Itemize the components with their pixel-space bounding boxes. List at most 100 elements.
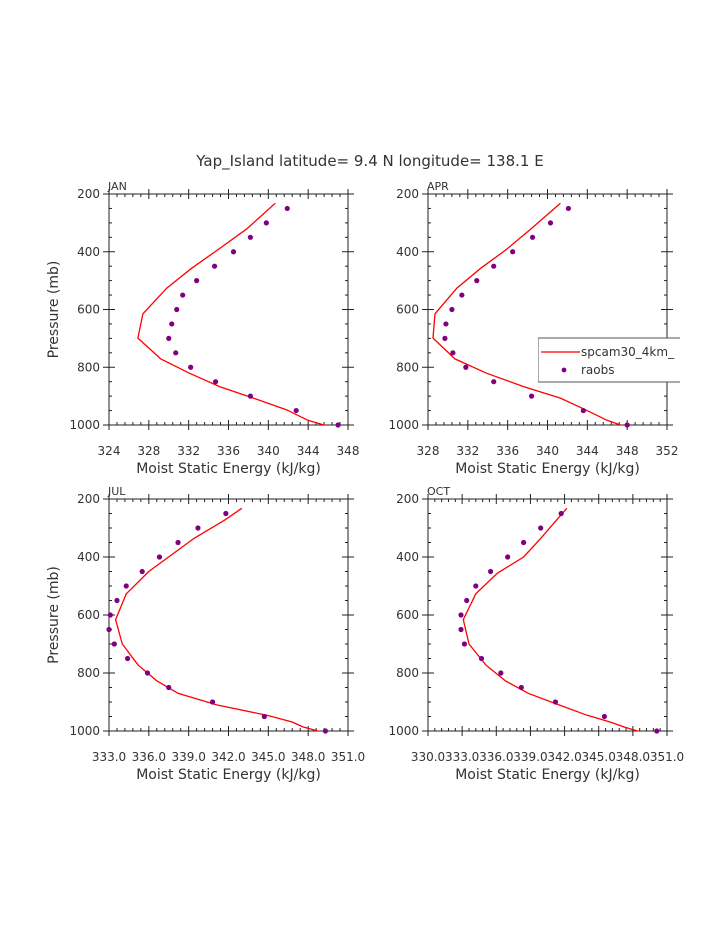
x-tick-label: 332 <box>456 444 479 458</box>
obs-marker <box>473 583 479 589</box>
obs-marker <box>261 713 267 720</box>
x-tick-label: 345.0 <box>251 750 285 764</box>
x-tick-label: 351.0 <box>650 750 684 764</box>
x-tick-label: 339.0 <box>513 750 547 764</box>
x-tick-label: 336.0 <box>132 750 166 764</box>
obs-marker <box>443 321 449 327</box>
x-tick-label: 342.0 <box>211 750 245 764</box>
obs-marker <box>124 655 131 662</box>
figure-title: Yap_Island latitude= 9.4 N longitude= 13… <box>195 152 543 171</box>
obs-marker <box>580 407 586 414</box>
series-line-model <box>137 202 327 425</box>
obs-marker <box>474 278 480 284</box>
plot-area <box>137 202 327 425</box>
obs-marker <box>461 641 468 647</box>
obs-marker <box>449 306 455 313</box>
obs-marker <box>284 205 290 212</box>
legend-marker-swatch <box>561 367 567 373</box>
x-tick-label: 336.0 <box>479 750 513 764</box>
y-tick-label: 400 <box>77 245 100 259</box>
x-tick-label: 345.0 <box>582 750 616 764</box>
y-tick-label: 800 <box>396 360 419 374</box>
x-tick-label: 348.0 <box>291 750 325 764</box>
y-tick-label: 200 <box>396 492 419 506</box>
x-axis-title: Moist Static Energy (kJ/kg) <box>455 461 640 477</box>
y-tick-label: 400 <box>396 550 419 564</box>
x-tick-label: 328 <box>417 444 440 458</box>
y-tick-label: 1000 <box>69 724 100 738</box>
obs-marker <box>169 321 175 327</box>
plot-frame <box>108 193 349 426</box>
obs-marker <box>293 407 299 414</box>
obs-marker <box>463 364 469 370</box>
obs-marker <box>194 278 200 284</box>
x-tick-label: 328 <box>137 444 160 458</box>
plot-area <box>462 507 640 731</box>
plot-frame <box>108 498 349 732</box>
y-tick-label: 400 <box>396 245 419 259</box>
obs-marker <box>528 393 535 399</box>
obs-marker <box>458 626 464 633</box>
obs-marker <box>322 728 329 734</box>
panel-jul: 333.0 336.0 339.0 342.0 345.0 348.0 351.0 200 40… <box>46 485 365 783</box>
obs-marker <box>521 539 527 546</box>
x-tick-label: 352 <box>656 444 679 458</box>
obs-marker <box>144 670 151 676</box>
legend-label: raobs <box>581 363 615 377</box>
obs-marker <box>111 641 117 647</box>
panel-label: JAN <box>107 180 127 193</box>
x-tick-label: 344 <box>576 444 599 458</box>
x-tick-label: 324 <box>98 444 121 458</box>
series-line-model <box>114 507 321 731</box>
obs-marker <box>263 220 269 226</box>
legend: spcam30_4km_raobs <box>538 337 680 383</box>
x-axis-title: Moist Static Energy (kJ/kg) <box>136 461 321 477</box>
legend-box <box>538 337 680 383</box>
x-axis-title: Moist Static Energy (kJ/kg) <box>455 767 640 783</box>
obs-marker <box>247 234 254 240</box>
obs-marker <box>107 612 113 618</box>
y-axis-title: Pressure (mb) <box>46 566 62 664</box>
y-tick-label: 800 <box>77 666 100 680</box>
y-tick-label: 600 <box>77 608 100 622</box>
obs-marker <box>211 263 218 269</box>
obs-marker <box>510 249 516 255</box>
y-tick-label: 400 <box>77 550 100 564</box>
series-line-model <box>462 507 640 731</box>
panel-apr: 328 332 336 340 344 348 352 200 400 600 800 1000 APR… <box>388 180 680 477</box>
y-tick-label: 1000 <box>388 724 419 738</box>
obs-marker <box>565 205 572 212</box>
obs-marker <box>518 684 524 691</box>
y-tick-label: 200 <box>396 187 419 201</box>
plot-area <box>432 202 623 425</box>
y-tick-label: 200 <box>77 187 100 201</box>
plot-area <box>114 507 321 731</box>
x-tick-label: 348 <box>616 444 639 458</box>
obs-marker <box>624 422 630 428</box>
obs-marker <box>529 234 536 240</box>
obs-marker <box>188 364 194 370</box>
obs-marker <box>166 684 172 691</box>
x-tick-label: 332 <box>177 444 200 458</box>
obs-marker <box>538 525 544 531</box>
y-tick-label: 800 <box>77 360 100 374</box>
y-tick-label: 600 <box>396 303 419 317</box>
obs-marker <box>464 597 470 604</box>
obs-marker <box>335 422 341 428</box>
obs-marker <box>459 292 465 298</box>
x-tick-label: 344 <box>297 444 320 458</box>
obs-marker <box>175 539 181 546</box>
x-tick-label: 333.0 <box>92 750 126 764</box>
y-tick-label: 1000 <box>69 418 100 432</box>
panel-label: JUL <box>107 485 126 498</box>
x-tick-label: 342.0 <box>547 750 581 764</box>
x-tick-label: 348 <box>337 444 360 458</box>
x-tick-label: 336 <box>496 444 519 458</box>
obs-marker <box>230 249 237 255</box>
panel-oct: 330.0 333.0 336.0 339.0 342.0 345.0 348.0 351.0… <box>388 485 684 783</box>
x-tick-label: 340 <box>536 444 559 458</box>
x-tick-label: 336 <box>217 444 240 458</box>
y-tick-label: 600 <box>396 608 419 622</box>
obs-marker <box>156 554 163 560</box>
